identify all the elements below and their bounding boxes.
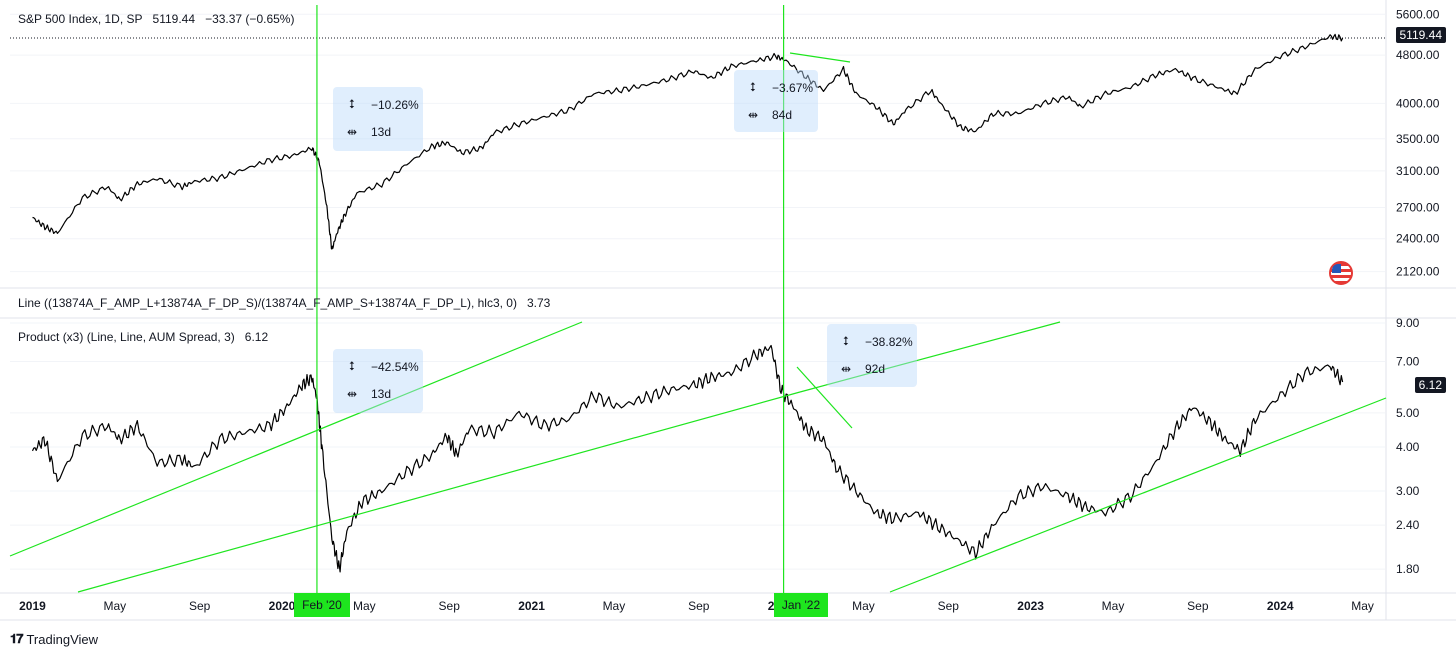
horizontal-range-icon: ⇹ [346,387,358,401]
y-tick-label: 3500.00 [1396,132,1440,146]
vertical-range-icon: ⭥ [842,334,850,348]
trendline-middle [77,391,801,593]
x-tick-label: May [1351,599,1374,613]
product-legend: Product (x3) (Line, Line, AUM Spread, 3)… [18,330,268,344]
measure-box-bottom-2[interactable]: ⭥ −38.82% ⇹ 92d [827,324,917,387]
x-tick-label: 2023 [1017,599,1044,613]
measure-days: 84d [772,108,793,122]
product-legend-text: Product (x3) (Line, Line, AUM Spread, 3) [18,330,235,344]
brand-name: TradingView [26,631,99,647]
x-tick-label: 2021 [518,599,545,613]
y-tick-label: 2120.00 [1396,265,1440,279]
sp500-series-line [32,33,1344,250]
vertical-range-icon: ⭥ [348,359,356,373]
measure-days: 13d [371,387,392,401]
y-tick-label: 2400.00 [1396,232,1440,246]
vertical-range-icon: ⭥ [749,80,757,94]
line-legend-value: 3.73 [527,296,551,310]
x-tick-label: 2020 [269,599,296,613]
measure-diagonal-bottom [796,366,853,429]
y-tick-label: 4800.00 [1396,48,1440,62]
measure-pct: −42.54% [371,359,419,374]
date-tag-feb-20: Feb '20 [294,593,350,617]
tv-logo-icon: 𝟏𝟕 [10,631,24,646]
line-legend: Line ((13874A_F_AMP_L+13874A_F_DP_S)/(13… [18,296,550,310]
last-value-tag: 6.12 [1414,377,1446,393]
x-tick-label: Sep [688,599,710,613]
tradingview-logo[interactable]: 𝟏𝟕 TradingView [10,631,98,647]
y-tick-label: 3100.00 [1396,164,1440,178]
measure-box-bottom-1[interactable]: ⭥ −42.54% ⇹ 13d [333,349,423,413]
product-series-line [31,344,1344,573]
x-tick-label: Sep [439,599,461,613]
x-tick-label: Sep [1187,599,1209,613]
product-legend-value: 6.12 [244,330,269,344]
measure-days: 13d [371,125,392,139]
top-legend-change: −33.37 (−0.65%) [205,12,295,26]
trendline-upper [9,321,583,557]
y-tick-label: 5600.00 [1396,7,1440,21]
y-tick-label: 1.80 [1396,562,1420,576]
x-tick-label: May [103,599,126,613]
us-flag-icon[interactable] [1329,261,1353,285]
x-tick-label: May [1102,599,1125,613]
x-tick-label: Sep [938,599,960,613]
x-tick-label: 2024 [1267,599,1294,613]
measure-box-top-1[interactable]: ⭥ −10.26% ⇹ 13d [333,87,423,151]
horizontal-range-icon: ⇹ [747,108,759,122]
top-legend: S&P 500 Index, 1D, SP 5119.44 −33.37 (−0… [18,12,294,26]
horizontal-range-icon: ⇹ [346,125,358,139]
horizontal-range-icon: ⇹ [840,362,852,376]
y-tick-label: 5.00 [1396,406,1420,420]
y-tick-label: 3.00 [1396,484,1420,498]
measure-pct: −3.67% [772,80,814,95]
x-tick-label: Sep [189,599,211,613]
measure-pct: −38.82% [865,334,913,349]
line-legend-text: Line ((13874A_F_AMP_L+13874A_F_DP_S)/(13… [18,296,517,310]
x-tick-label: May [603,599,626,613]
last-price-tag: 5119.44 [1395,27,1446,43]
y-tick-label: 4.00 [1396,440,1420,454]
y-tick-label: 9.00 [1396,316,1420,330]
y-tick-label: 2700.00 [1396,201,1440,215]
trendline-lower [889,397,1387,593]
date-tag-jan-22: Jan '22 [774,593,828,617]
vertical-range-icon: ⭥ [348,97,356,111]
y-tick-label: 4000.00 [1396,96,1440,110]
measure-pct: −10.26% [371,97,419,112]
measure-box-top-2[interactable]: ⭥ −3.67% ⇹ 84d [734,70,818,132]
measure-days: 92d [865,362,886,376]
trendline-middle-ext [799,321,1061,393]
top-legend-symbol: S&P 500 Index, 1D, SP [18,12,143,26]
top-legend-price: 5119.44 [152,12,196,26]
x-tick-label: May [353,599,376,613]
y-tick-label: 2.40 [1396,518,1420,532]
x-tick-label: May [852,599,875,613]
y-tick-label: 7.00 [1396,354,1420,368]
measure-diagonal-top [789,52,851,63]
x-tick-label: 2019 [19,599,46,613]
